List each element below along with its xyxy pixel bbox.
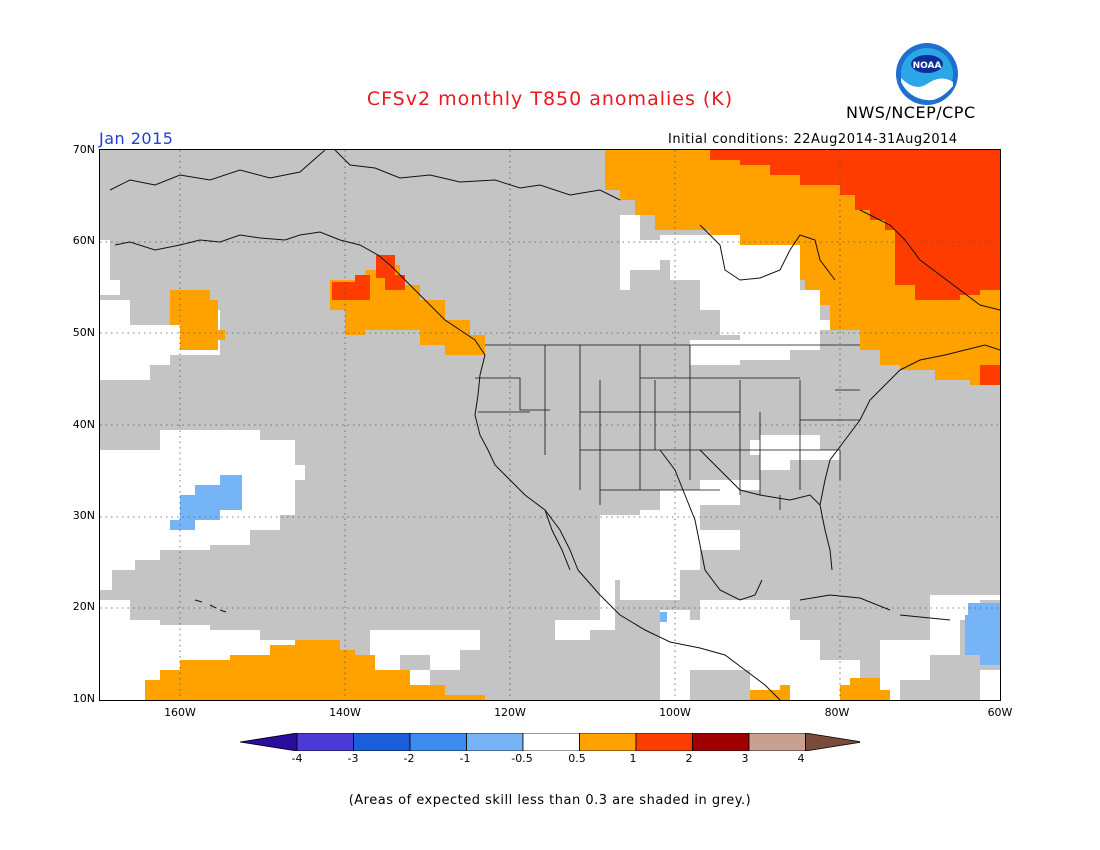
red-regions (332, 150, 1000, 385)
colorbar-swatch (692, 732, 750, 752)
lon-label-140w: 140W (329, 706, 361, 719)
forecast-month: Jan 2015 (99, 129, 174, 148)
initial-conditions: Initial conditions: 22Aug2014-31Aug2014 (668, 132, 958, 147)
colorbar-swatch (296, 732, 354, 752)
lat-label-50n: 50N (72, 326, 95, 339)
colorbar-arrow-low (239, 732, 298, 752)
colorbar-label: -2 (403, 752, 415, 765)
colorbar-swatch (522, 732, 580, 752)
lat-label-40n: 40N (72, 418, 95, 431)
agency-label: NWS/NCEP/CPC (846, 103, 976, 122)
lon-label-120w: 120W (494, 706, 526, 719)
colorbar-label: 0.5 (568, 752, 586, 765)
map-frame (99, 149, 1001, 701)
anomaly-map (100, 149, 1001, 701)
colorbar-label: -0.5 (511, 752, 533, 765)
colorbar-label: 1 (629, 752, 637, 765)
colorbar-swatch (635, 732, 693, 752)
lat-label-60n: 60N (72, 234, 95, 247)
lon-label-80w: 80W (824, 706, 850, 719)
lat-label-20n: 20N (72, 600, 95, 613)
colorbar-swatch (466, 732, 524, 752)
noaa-logo-text: NOAA (913, 61, 942, 71)
noaa-logo: NOAA (895, 42, 959, 106)
colorbar-label: -1 (459, 752, 471, 765)
colorbar-swatch (579, 732, 637, 752)
colorbar (239, 732, 863, 752)
lon-label-160w: 160W (164, 706, 196, 719)
colorbar-label: 4 (797, 752, 805, 765)
lat-label-30n: 30N (72, 509, 95, 522)
colorbar-label: 3 (741, 752, 749, 765)
colorbar-swatch (409, 732, 467, 752)
colorbar-label: -4 (291, 752, 303, 765)
colorbar-label: -3 (347, 752, 359, 765)
lon-label-60w: 60W (987, 706, 1013, 719)
orange-regions (145, 150, 1000, 700)
state-borders (475, 344, 860, 510)
lon-label-100w: 100W (659, 706, 691, 719)
colorbar-arrow-high (805, 732, 863, 752)
colorbar-swatch (748, 732, 806, 752)
coastlines (109, 149, 1001, 701)
blue-regions (170, 475, 1000, 665)
graticule (100, 150, 1000, 700)
lat-label-70n: 70N (72, 143, 95, 156)
colorbar-swatch (353, 732, 411, 752)
colorbar-label: 2 (685, 752, 693, 765)
lat-label-10n: 10N (72, 692, 95, 705)
map-title: CFSv2 monthly T850 anomalies (K) (366, 88, 734, 110)
skill-footnote: (Areas of expected skill less than 0.3 a… (348, 793, 752, 808)
